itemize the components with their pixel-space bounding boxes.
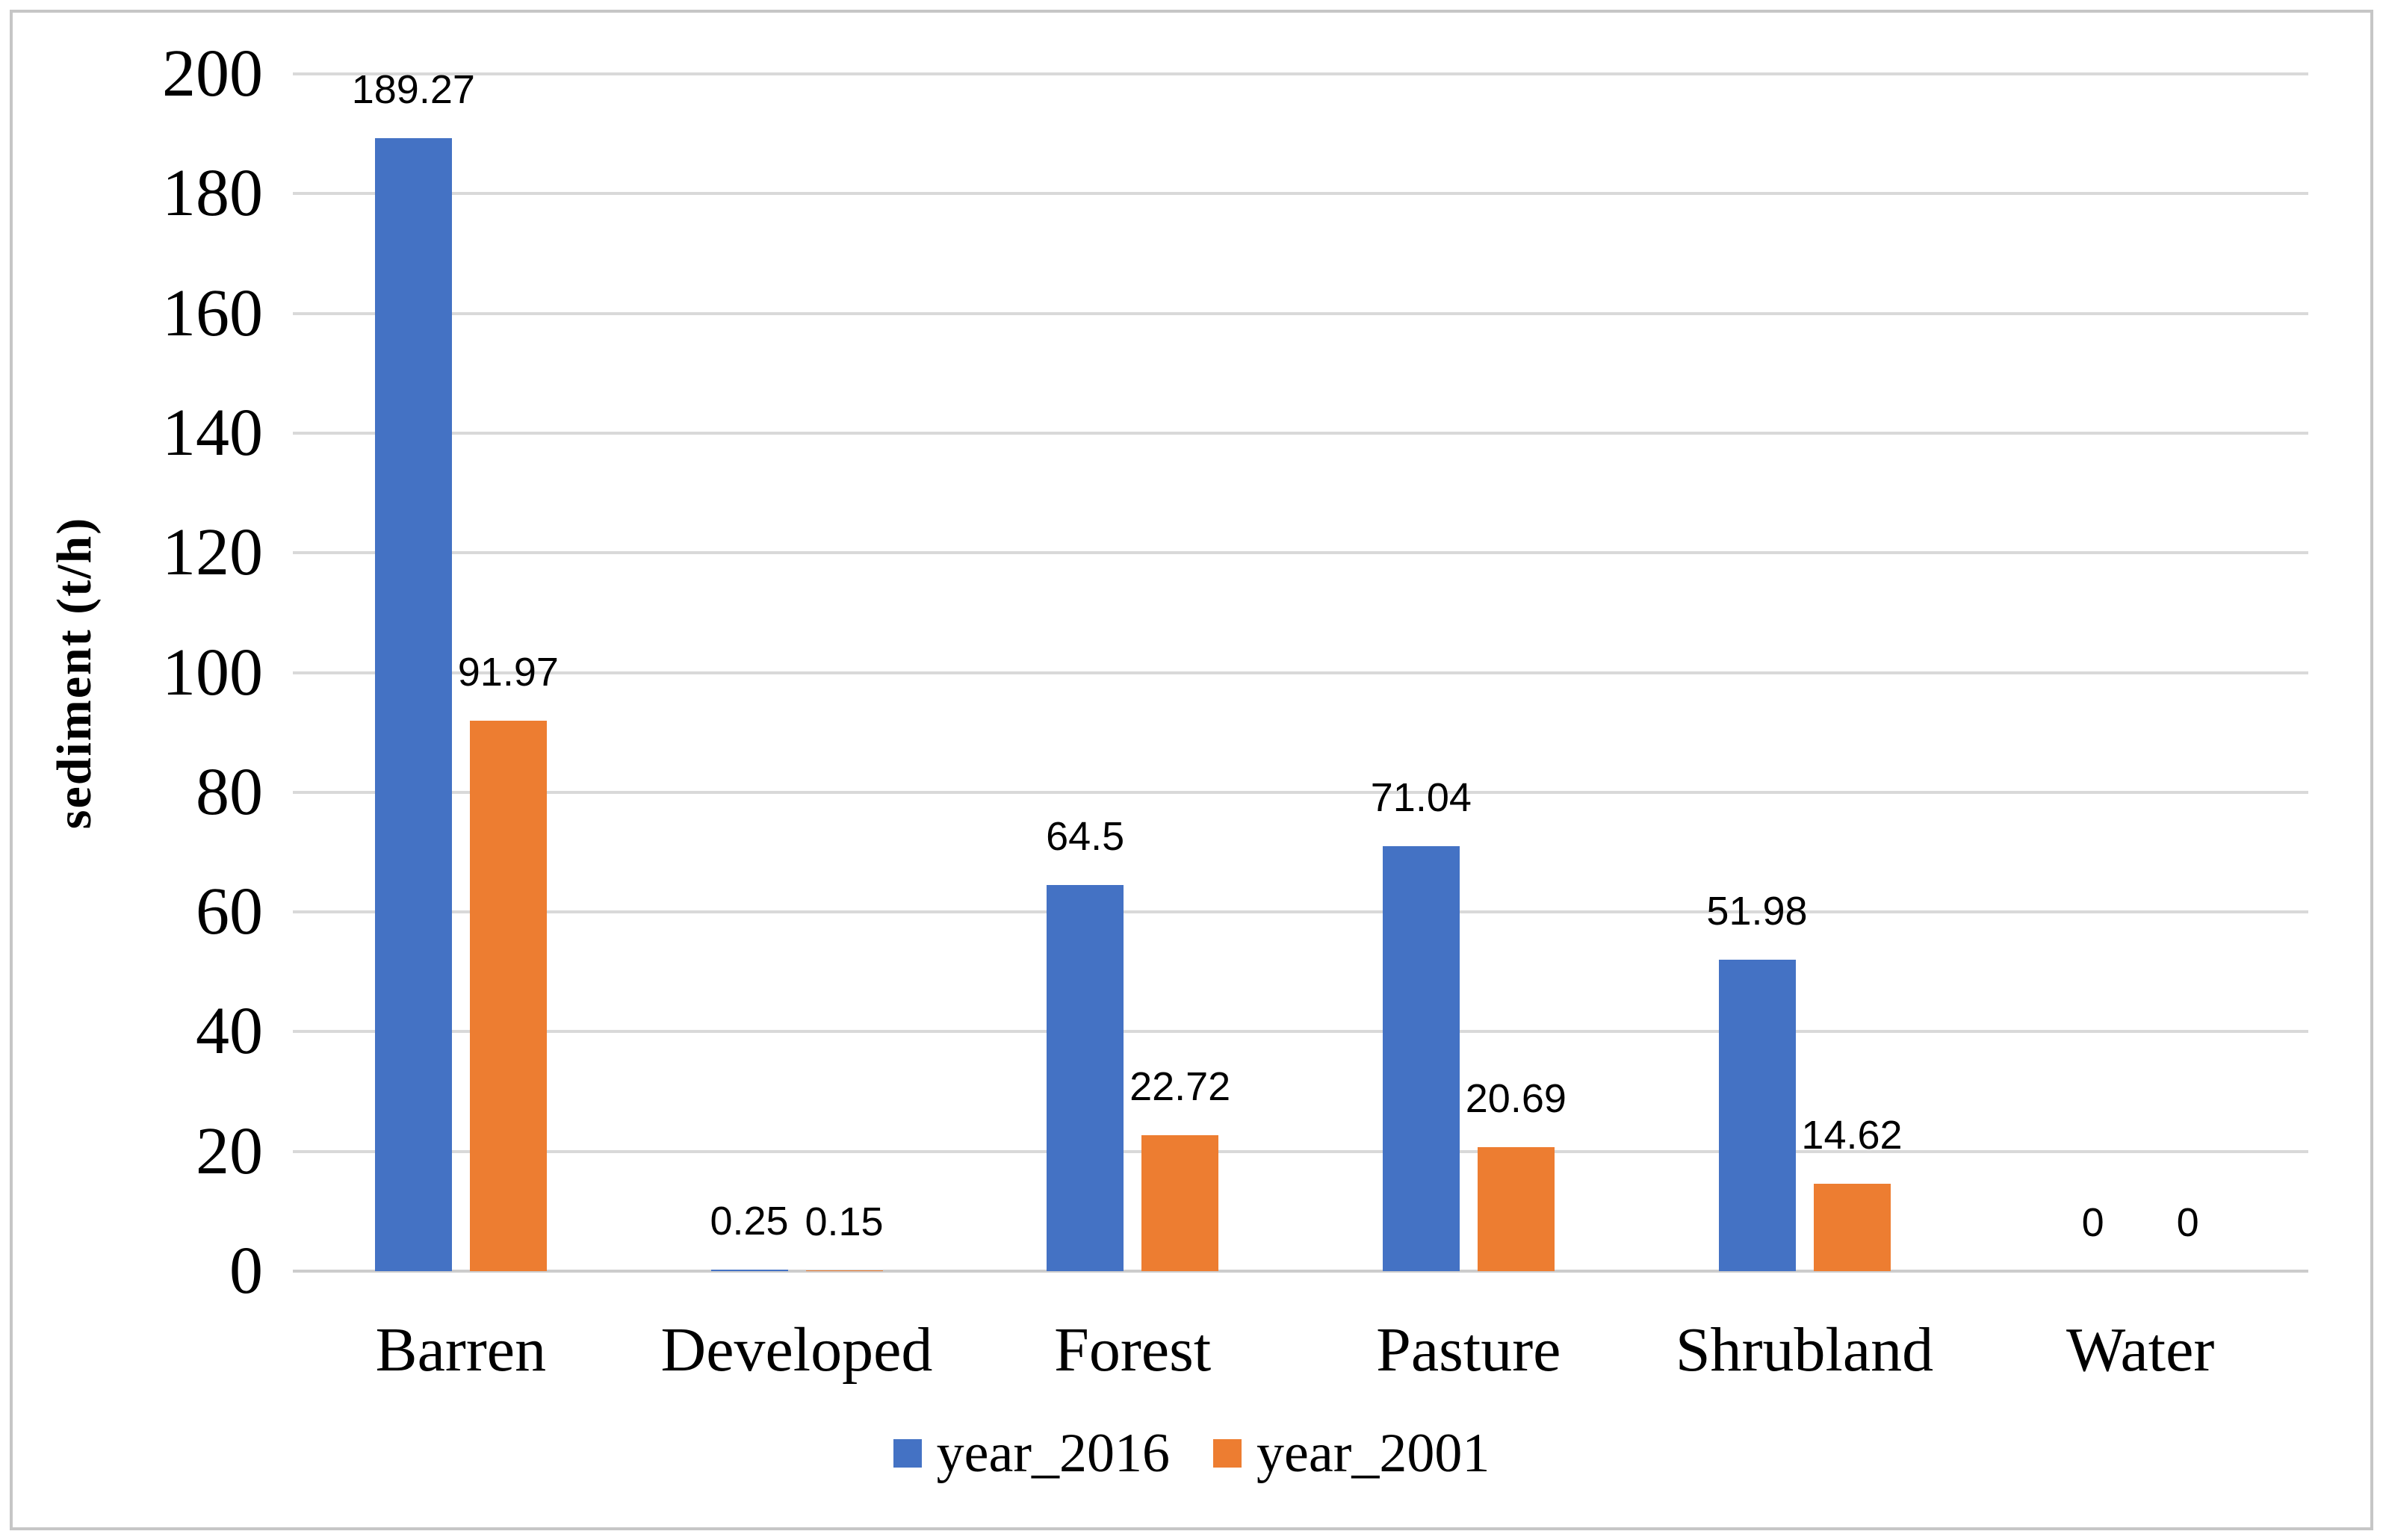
gridline [293, 192, 2308, 196]
data-label-year_2001-water: 0 [2176, 1200, 2199, 1246]
bar-year_2016-forest [1047, 885, 1124, 1271]
data-label-year_2016-developed: 0.25 [710, 1199, 789, 1244]
x-category-label-forest: Forest [1054, 1315, 1212, 1385]
y-tick-label: 0 [229, 1234, 263, 1308]
data-label-year_2016-water: 0 [2081, 1200, 2104, 1246]
y-tick-label: 120 [162, 515, 263, 590]
y-tick-label: 40 [196, 994, 263, 1069]
x-axis-line [293, 1270, 2308, 1273]
gridline [293, 1030, 2308, 1034]
legend-item-year-2016: year_2016 [893, 1422, 1170, 1485]
y-tick-label: 200 [162, 37, 263, 111]
data-label-year_2001-pasture: 20.69 [1465, 1076, 1567, 1122]
gridline [293, 790, 2308, 794]
data-label-year_2001-shrubland: 14.62 [1801, 1113, 1903, 1158]
y-tick-label: 180 [162, 156, 263, 231]
bar-year_2016-barren [374, 138, 452, 1271]
gridline [293, 671, 2308, 674]
bar-year_2001-shrubland [1813, 1184, 1891, 1271]
y-tick-label: 100 [162, 635, 263, 710]
gridline [293, 1149, 2308, 1153]
bar-year_2016-developed [710, 1270, 788, 1271]
gridline [293, 311, 2308, 315]
bar-year_2001-forest [1141, 1135, 1219, 1271]
y-tick-label: 160 [162, 276, 263, 350]
legend-swatch-year-2016-icon [893, 1439, 922, 1468]
data-label-year_2016-pasture: 71.04 [1370, 775, 1472, 821]
x-category-label-shrubland: Shrubland [1675, 1315, 1934, 1385]
x-category-label-pasture: Pasture [1376, 1315, 1561, 1385]
bar-year_2016-shrubland [1718, 960, 1796, 1271]
data-label-year_2001-forest: 22.72 [1129, 1064, 1231, 1110]
legend-swatch-year-2001-icon [1213, 1439, 1242, 1468]
bar-year_2016-pasture [1382, 846, 1460, 1271]
bar-year_2001-barren [469, 721, 547, 1271]
plot-area: 189.27 91.97 0.25 0.15 64.5 22.72 71.04 20.69 51… [293, 69, 2308, 1273]
gridline [293, 551, 2308, 555]
legend-item-year-2001: year_2001 [1213, 1422, 1490, 1485]
legend: year_2016 year_2001 [0, 1418, 2383, 1489]
legend-label-year-2016: year_2016 [936, 1422, 1170, 1484]
y-tick-label: 140 [162, 395, 263, 470]
data-label-year_2001-barren: 91.97 [457, 650, 559, 695]
legend-label-year-2001: year_2001 [1256, 1422, 1490, 1484]
x-category-label-developed: Developed [660, 1315, 933, 1385]
gridline [293, 72, 2308, 75]
gridline [293, 431, 2308, 435]
x-category-label-barren: Barren [375, 1315, 547, 1385]
chart-border-frame [10, 10, 2373, 1530]
y-tick-label: 80 [196, 754, 263, 829]
data-label-year_2001-developed: 0.15 [805, 1199, 884, 1245]
data-label-year_2016-forest: 64.5 [1046, 814, 1125, 860]
data-label-year_2016-shrubland: 51.98 [1706, 889, 1808, 934]
y-tick-label: 20 [196, 1114, 263, 1188]
x-category-label-water: Water [2066, 1315, 2215, 1385]
y-tick-label: 60 [196, 875, 263, 949]
bar-year_2001-developed [805, 1270, 883, 1271]
data-label-year_2016-barren: 189.27 [351, 67, 475, 113]
bar-year_2001-pasture [1477, 1147, 1555, 1271]
gridline [293, 910, 2308, 914]
